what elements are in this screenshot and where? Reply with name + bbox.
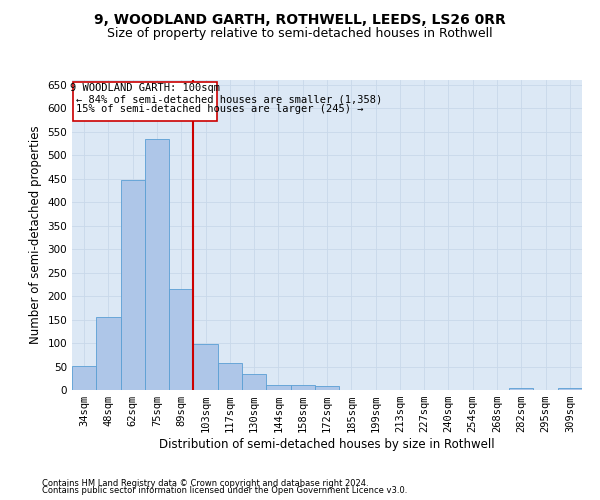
Bar: [193, 344, 218, 390]
X-axis label: Distribution of semi-detached houses by size in Rothwell: Distribution of semi-detached houses by …: [159, 438, 495, 451]
Bar: [145, 138, 169, 390]
Y-axis label: Number of semi-detached properties: Number of semi-detached properties: [29, 126, 42, 344]
Bar: [558, 388, 582, 390]
Bar: [72, 366, 96, 390]
Text: 9 WOODLAND GARTH: 100sqm: 9 WOODLAND GARTH: 100sqm: [70, 84, 220, 94]
Bar: [290, 386, 315, 390]
Text: 15% of semi-detached houses are larger (245) →: 15% of semi-detached houses are larger (…: [76, 104, 363, 114]
Bar: [218, 363, 242, 390]
Text: ← 84% of semi-detached houses are smaller (1,358): ← 84% of semi-detached houses are smalle…: [76, 94, 382, 104]
Bar: [96, 316, 121, 390]
Bar: [169, 289, 193, 390]
Text: Contains HM Land Registry data © Crown copyright and database right 2024.: Contains HM Land Registry data © Crown c…: [42, 478, 368, 488]
Bar: [242, 374, 266, 390]
Text: Size of property relative to semi-detached houses in Rothwell: Size of property relative to semi-detach…: [107, 28, 493, 40]
FancyBboxPatch shape: [73, 82, 217, 122]
Text: Contains public sector information licensed under the Open Government Licence v3: Contains public sector information licen…: [42, 486, 407, 495]
Bar: [509, 388, 533, 390]
Bar: [266, 385, 290, 390]
Text: 9, WOODLAND GARTH, ROTHWELL, LEEDS, LS26 0RR: 9, WOODLAND GARTH, ROTHWELL, LEEDS, LS26…: [94, 12, 506, 26]
Bar: [315, 386, 339, 390]
Bar: [121, 180, 145, 390]
